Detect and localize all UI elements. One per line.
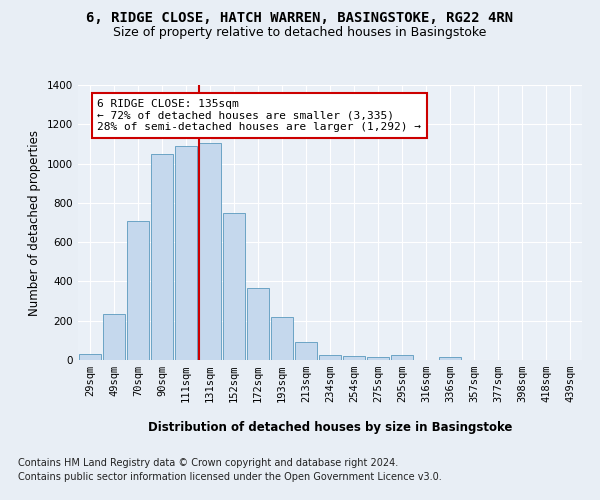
Bar [343,356,365,360]
Bar [223,212,245,360]
Text: Contains HM Land Registry data © Crown copyright and database right 2024.: Contains HM Land Registry data © Crown c… [18,458,398,468]
Y-axis label: Number of detached properties: Number of detached properties [28,130,41,316]
Text: Size of property relative to detached houses in Basingstoke: Size of property relative to detached ho… [113,26,487,39]
Bar [439,357,461,360]
Text: Distribution of detached houses by size in Basingstoke: Distribution of detached houses by size … [148,421,512,434]
Bar [295,342,317,360]
Bar [79,354,101,360]
Bar [151,154,173,360]
Bar [127,220,149,360]
Bar [319,354,341,360]
Text: 6, RIDGE CLOSE, HATCH WARREN, BASINGSTOKE, RG22 4RN: 6, RIDGE CLOSE, HATCH WARREN, BASINGSTOK… [86,10,514,24]
Bar [199,143,221,360]
Bar [103,314,125,360]
Bar [175,146,197,360]
Bar [247,288,269,360]
Text: 6 RIDGE CLOSE: 135sqm
← 72% of detached houses are smaller (3,335)
28% of semi-d: 6 RIDGE CLOSE: 135sqm ← 72% of detached … [97,99,421,132]
Bar [367,357,389,360]
Bar [391,354,413,360]
Text: Contains public sector information licensed under the Open Government Licence v3: Contains public sector information licen… [18,472,442,482]
Bar [271,317,293,360]
